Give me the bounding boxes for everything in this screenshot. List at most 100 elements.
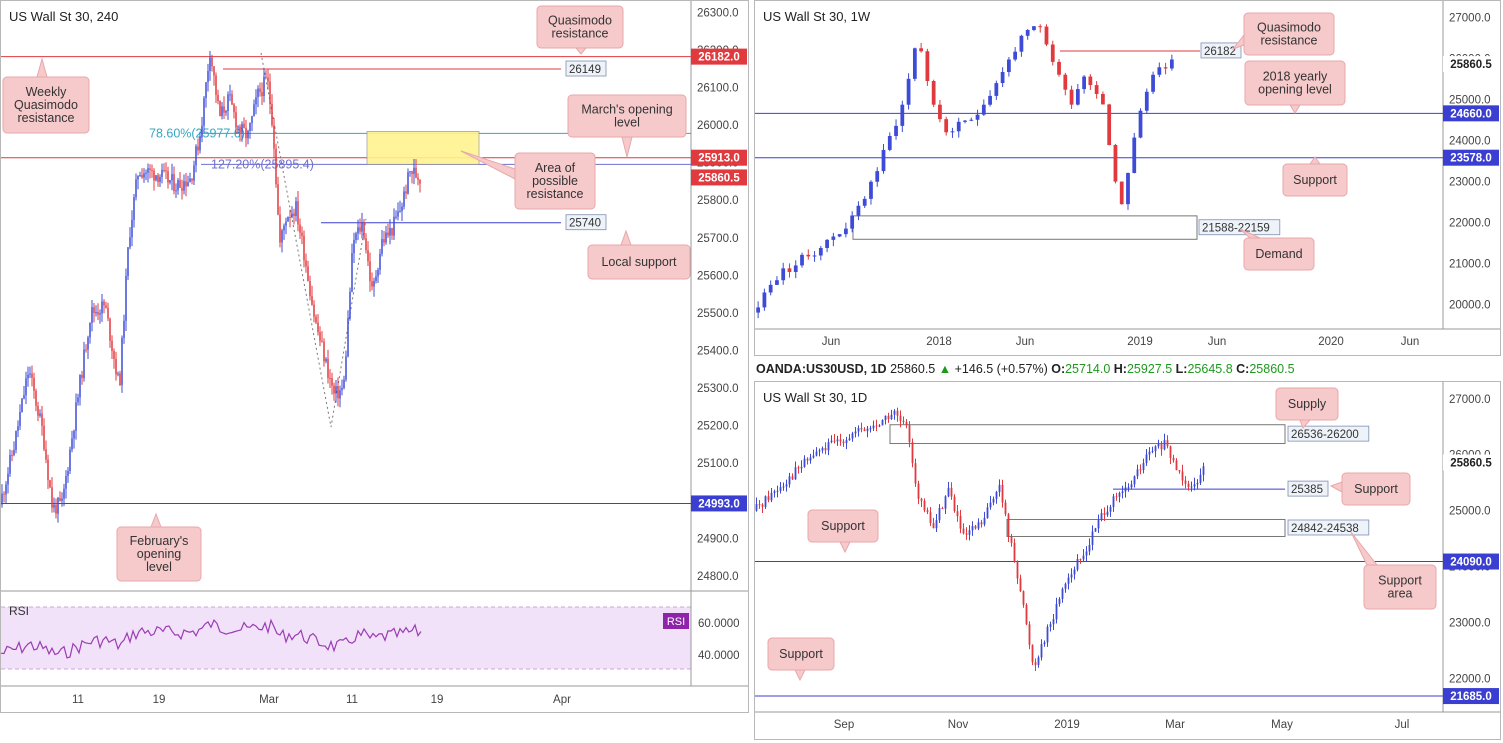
- h4-x-tick-label: 11: [72, 694, 84, 706]
- h4-candle: [15, 430, 17, 450]
- daily-candle: [884, 415, 887, 421]
- h4-candle: [25, 378, 27, 396]
- daily-candle: [938, 508, 941, 521]
- weekly-candle: [1063, 74, 1068, 90]
- h4-chart[interactable]: RSI RSI 60.0000 40.0000 11 19 Mar 11 19 Apr 26300.…: [1, 1, 749, 713]
- h4-candle: [205, 82, 207, 99]
- h4-level-label-26149-bg: [565, 60, 607, 77]
- weekly-x-tick-label: Jun: [1401, 336, 1420, 348]
- weekly-candle: [856, 205, 861, 216]
- daily-candle: [1160, 443, 1163, 450]
- h4-y-tick-label: 26000.0: [697, 120, 739, 132]
- h4-note-quasimodo-pointer: [574, 47, 588, 55]
- daily-chart-panel[interactable]: 27000.026000.025000.024000.023000.022000…: [754, 381, 1501, 740]
- daily-price-tag-last-bg: [1443, 454, 1499, 471]
- h4-candle: [161, 169, 163, 178]
- daily-candle: [1145, 454, 1148, 464]
- h4-candle: [241, 123, 243, 133]
- daily-candle: [1124, 487, 1127, 492]
- weekly-chart-panel[interactable]: 27000.026000.025000.024000.023000.022000…: [754, 0, 1501, 356]
- weekly-candle: [1144, 91, 1149, 111]
- daily-candle: [869, 428, 872, 430]
- h4-note-feb-opening-box: [116, 526, 202, 582]
- weekly-level-label-26182-bg: [1200, 42, 1242, 59]
- h4-candle: [127, 247, 129, 277]
- weekly-candle: [1044, 26, 1049, 45]
- h4-candle: [305, 260, 307, 267]
- h4-candle: [279, 214, 281, 243]
- daily-candle: [1142, 463, 1145, 471]
- h4-candle: [407, 172, 409, 194]
- h4-chart-panel[interactable]: RSI RSI 60.0000 40.0000 11 19 Mar 11 19 Apr 26300.…: [0, 0, 749, 713]
- h4-candle: [21, 398, 23, 413]
- daily-candle: [1049, 624, 1052, 627]
- h4-candle: [99, 313, 101, 315]
- daily-candle: [914, 463, 917, 484]
- daily-candle: [824, 448, 827, 451]
- daily-note-support-bottom-box: [767, 637, 835, 671]
- h4-candle: [125, 276, 127, 321]
- weekly-candle: [756, 307, 761, 313]
- h4-candle: [63, 488, 65, 499]
- h4-candle: [165, 170, 167, 172]
- h4-candle: [353, 240, 355, 254]
- h4-candle: [137, 176, 139, 180]
- h4-candle: [309, 281, 311, 297]
- h4-candle: [177, 180, 179, 191]
- daily-note-support-right-box: [1341, 472, 1411, 506]
- h4-candle: [317, 322, 319, 333]
- weekly-note-support-box: [1282, 163, 1348, 197]
- h4-note-feb-opening-text: opening: [137, 547, 182, 561]
- weekly-candle: [1088, 76, 1093, 86]
- open-value: 25714.0: [1065, 362, 1111, 376]
- daily-candle: [866, 428, 869, 432]
- daily-note-supply: Supply: [1275, 387, 1339, 429]
- weekly-candle: [988, 95, 992, 105]
- h4-candle: [333, 385, 335, 394]
- h4-candle: [199, 136, 201, 151]
- h4-candle: [409, 171, 411, 173]
- weekly-candle: [887, 135, 892, 150]
- h4-y-tick-label: 24900.0: [697, 533, 739, 545]
- h4-y-tick-label: 25300.0: [697, 383, 739, 395]
- h4-note-zone-text: resistance: [527, 187, 584, 201]
- daily-candle: [908, 425, 911, 443]
- weekly-level-label-demand-bg: [1198, 219, 1281, 236]
- h4-candle: [155, 175, 157, 181]
- daily-candle: [1058, 598, 1061, 604]
- daily-candle: [1037, 657, 1040, 665]
- h4-candle: [219, 101, 221, 117]
- h4-candle: [337, 386, 339, 399]
- h4-candle: [321, 340, 323, 342]
- daily-candle: [1178, 470, 1181, 472]
- daily-candle: [785, 484, 788, 487]
- daily-candle: [776, 490, 779, 492]
- weekly-candle: [862, 198, 867, 206]
- daily-candle: [893, 410, 896, 415]
- daily-candle: [1016, 561, 1019, 579]
- daily-x-tick-label: Mar: [1165, 719, 1185, 731]
- weekly-note-2018-open-text: 2018 yearly: [1263, 70, 1328, 84]
- weekly-candle: [944, 119, 949, 133]
- weekly-price-tag-24660-bg: [1443, 105, 1499, 122]
- price-change: +146.5 (+0.57%): [954, 362, 1048, 376]
- h4-candle: [379, 253, 381, 270]
- daily-price-tag-24090: 24090.0: [1450, 557, 1492, 569]
- h4-y-tick-label: 25400.0: [697, 345, 739, 357]
- daily-candle: [1193, 484, 1196, 487]
- daily-chart[interactable]: 27000.026000.025000.024000.023000.022000…: [755, 382, 1501, 740]
- daily-candle: [1082, 555, 1085, 560]
- h4-candle: [257, 88, 259, 98]
- daily-candle: [1130, 484, 1133, 488]
- h4-candle: [297, 201, 299, 225]
- h4-candle: [17, 426, 19, 431]
- daily-candle: [1007, 514, 1010, 537]
- h4-candle: [331, 378, 333, 386]
- daily-note-support-left-pointer: [839, 541, 851, 554]
- h4-level-label-25740-bg: [565, 214, 607, 231]
- h4-x-tick-label: Apr: [553, 694, 571, 706]
- weekly-candle: [894, 125, 898, 136]
- h4-note-feb-opening-text: February's: [130, 534, 189, 548]
- weekly-chart[interactable]: 27000.026000.025000.024000.023000.022000…: [755, 1, 1501, 356]
- h4-candle: [403, 191, 405, 207]
